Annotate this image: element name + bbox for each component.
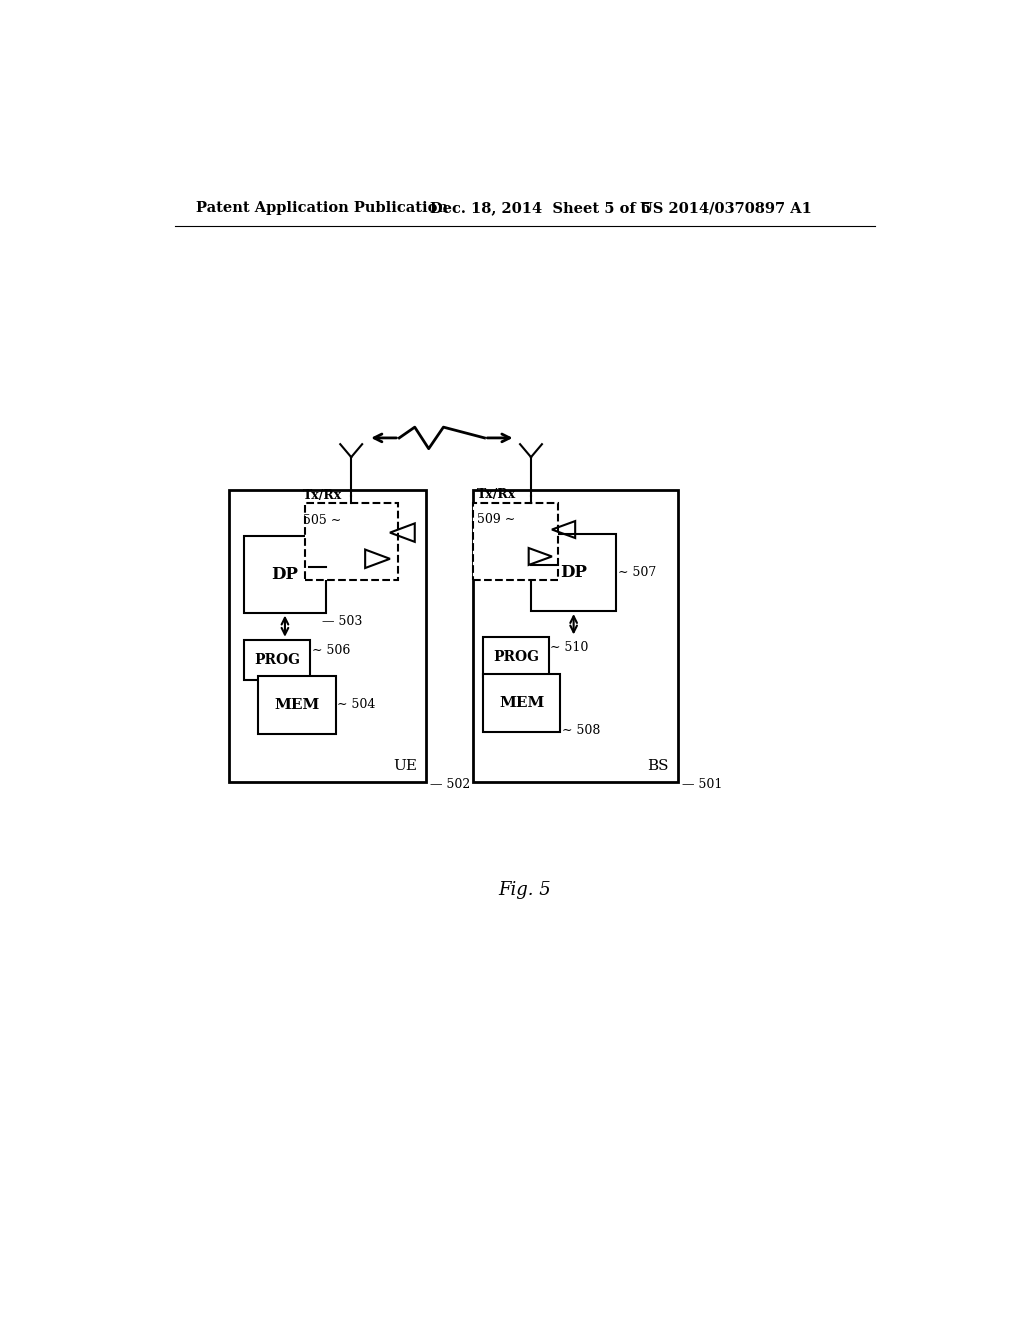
Text: PROG: PROG [254,652,300,667]
Text: Tx/Rx: Tx/Rx [303,488,342,502]
Text: US 2014/0370897 A1: US 2014/0370897 A1 [640,202,811,215]
Bar [483,675,560,733]
Text: Dec. 18, 2014  Sheet 5 of 5: Dec. 18, 2014 Sheet 5 of 5 [430,202,651,215]
Text: DP: DP [271,566,298,582]
Bar [473,490,678,781]
Bar [531,535,616,611]
Text: ∼ 504: ∼ 504 [337,698,376,711]
Bar [483,638,549,677]
Text: BS: BS [647,759,669,774]
Text: Patent Application Publication: Patent Application Publication [197,202,449,215]
Bar [245,536,326,612]
Bar [245,640,310,680]
Bar [228,490,426,781]
Text: — 502: — 502 [430,779,470,791]
Text: DP: DP [560,564,587,581]
Text: 505 ∼: 505 ∼ [303,515,341,527]
Bar [473,503,558,579]
Text: — 503: — 503 [322,615,362,628]
Text: — 501: — 501 [682,779,723,791]
Text: MEM: MEM [274,698,319,711]
Bar [305,503,397,581]
Text: Fig. 5: Fig. 5 [499,880,551,899]
Text: ∼ 507: ∼ 507 [617,566,656,579]
Text: ∼ 506: ∼ 506 [311,644,350,656]
Text: Tx/Rx: Tx/Rx [477,488,516,502]
Text: PROG: PROG [493,651,539,664]
Text: ∼ 508: ∼ 508 [562,725,600,738]
Text: MEM: MEM [499,696,545,710]
Bar [258,676,336,734]
Text: UE: UE [393,759,417,774]
Text: 509 ∼: 509 ∼ [477,513,515,527]
Text: ∼ 510: ∼ 510 [550,642,589,655]
